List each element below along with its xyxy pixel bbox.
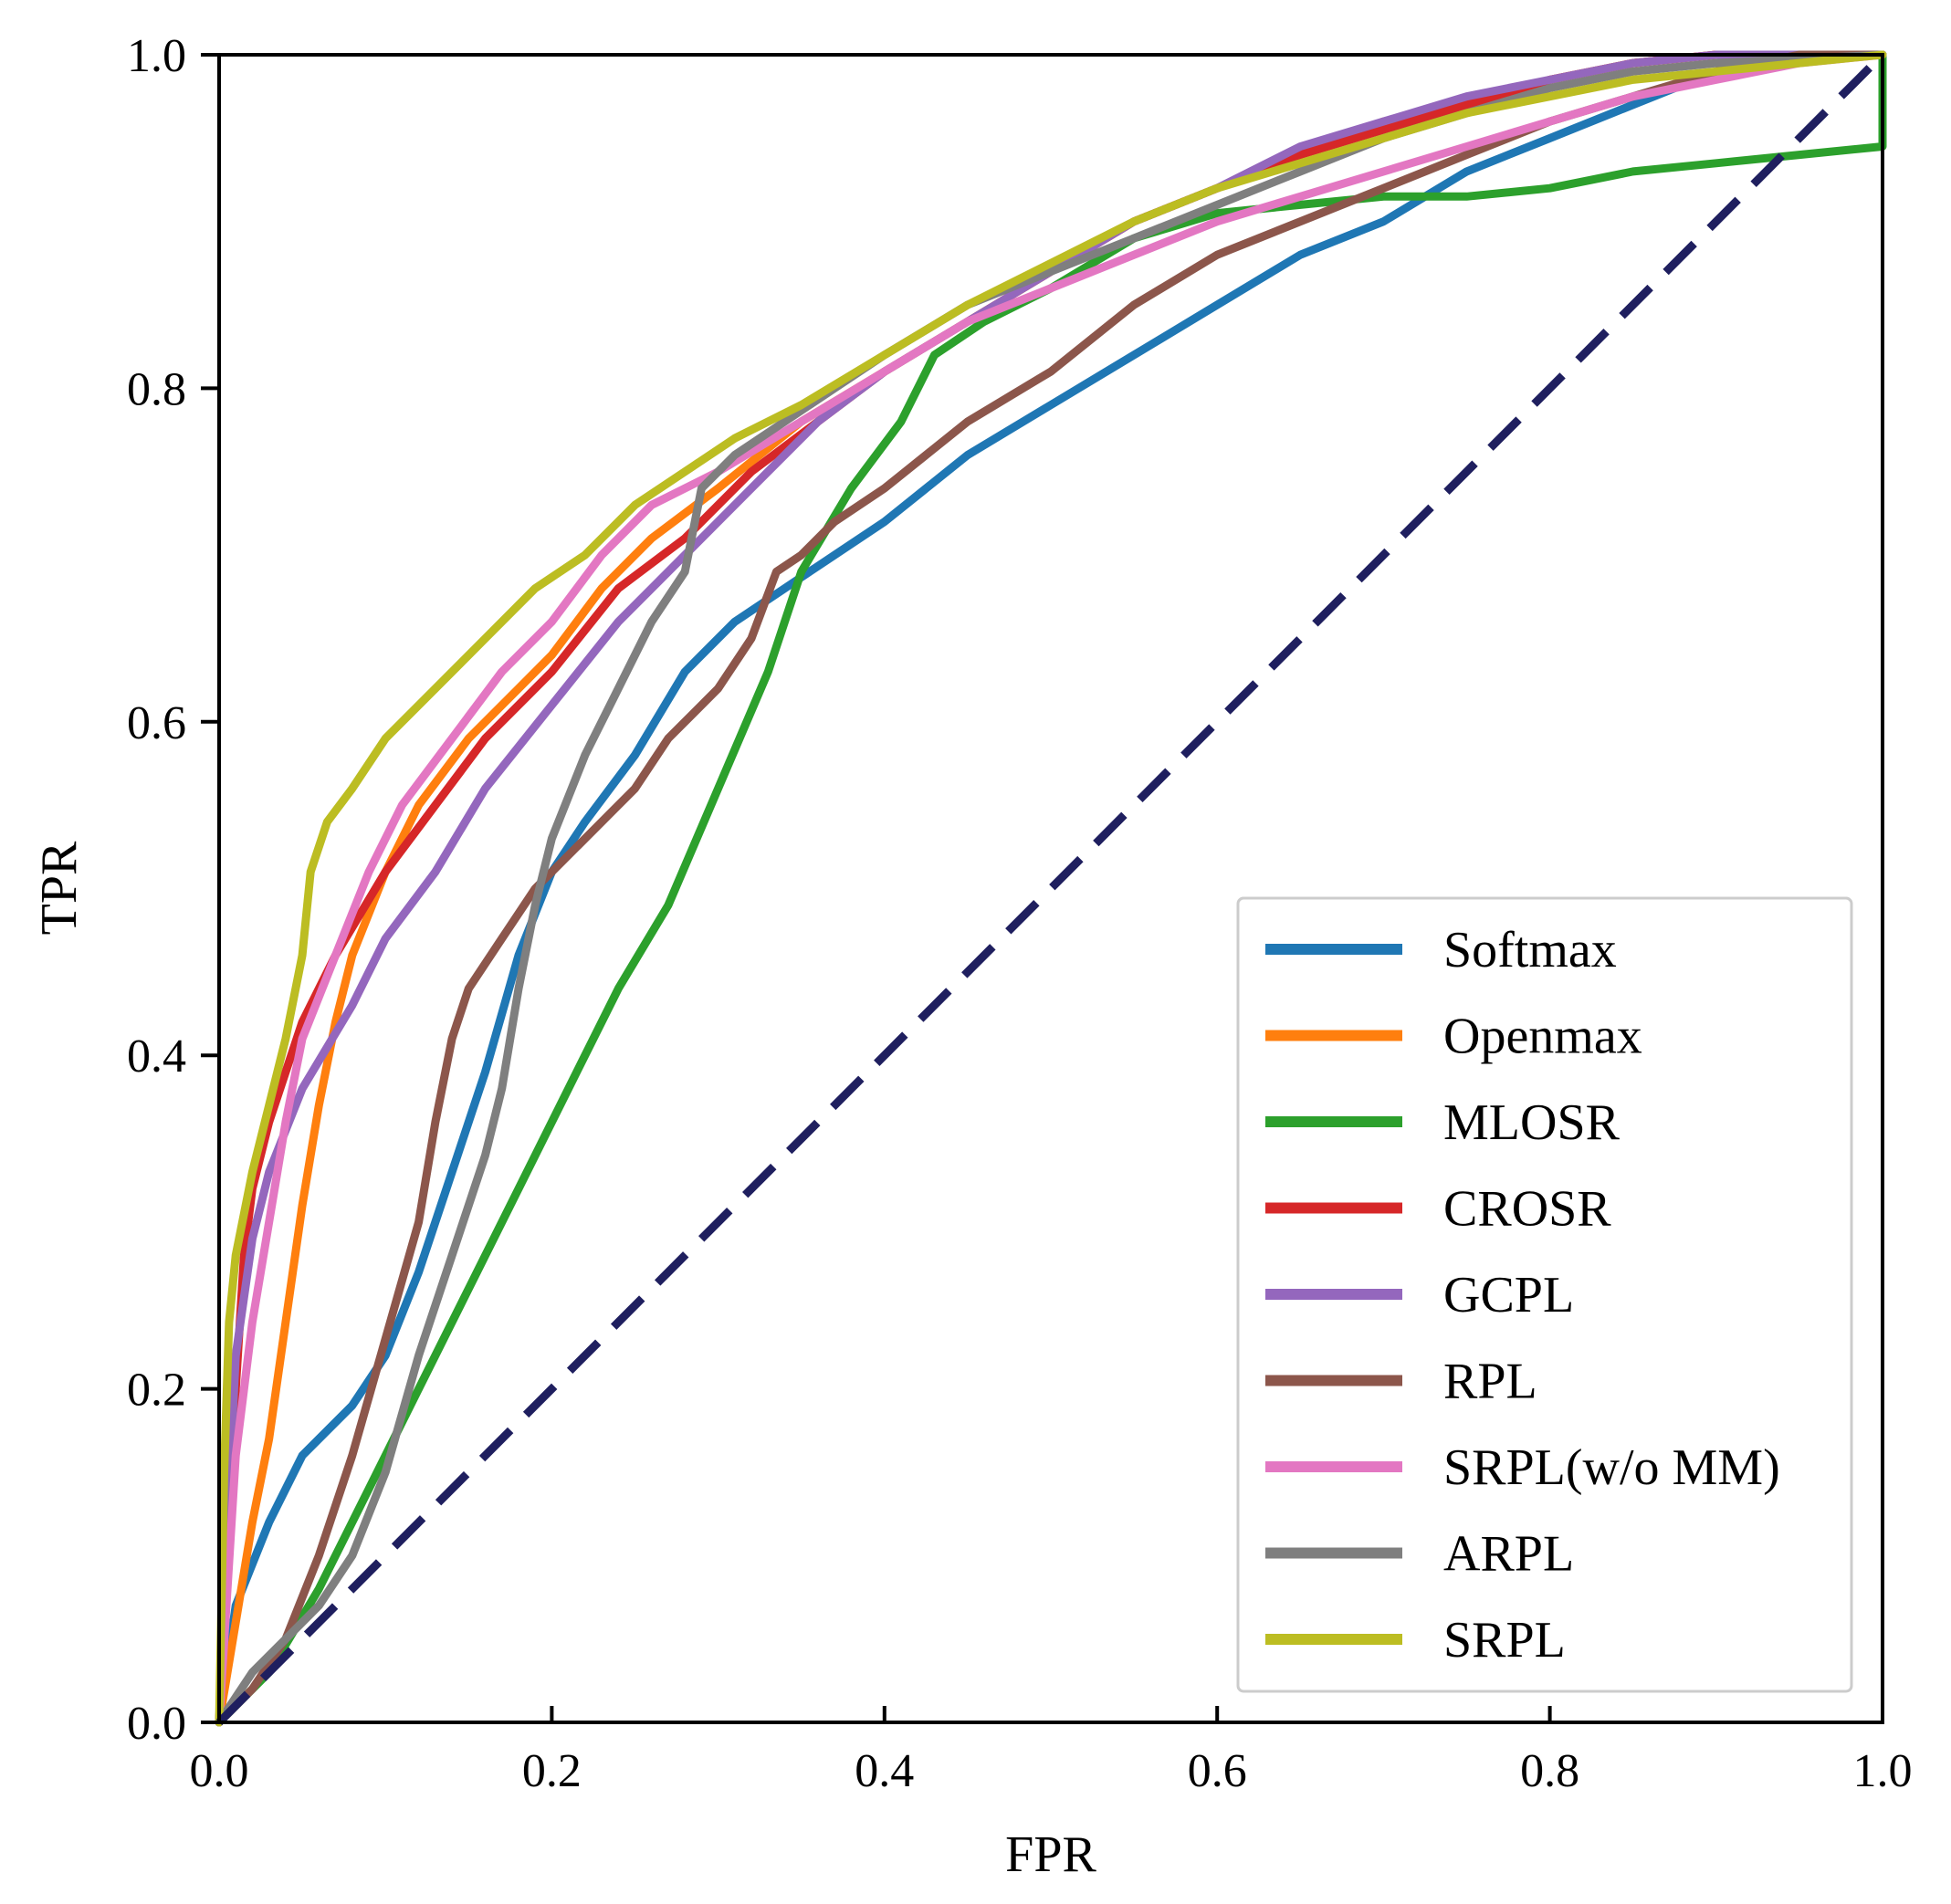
y-tick-label: 0.0 xyxy=(127,1698,186,1750)
y-tick-label: 1.0 xyxy=(127,30,186,82)
x-tick-label: 0.4 xyxy=(855,1745,914,1797)
legend-label-3: CROSR xyxy=(1443,1181,1611,1238)
series-line-5 xyxy=(215,50,1887,1727)
plot-frame xyxy=(217,53,1884,1724)
x-tick-label: 0.8 xyxy=(1520,1745,1579,1797)
x-tick-label: 0.6 xyxy=(1188,1745,1247,1797)
plot-lines xyxy=(215,50,1887,1727)
x-tick-label: 0.2 xyxy=(522,1745,582,1797)
legend-label-4: GCPL xyxy=(1443,1267,1574,1323)
legend-label-8: SRPL xyxy=(1443,1612,1566,1669)
y-tick-label: 0.4 xyxy=(127,1030,186,1083)
legend-label-1: Openmax xyxy=(1443,1009,1642,1065)
chance-diagonal-line xyxy=(215,51,1886,1726)
series-line-2 xyxy=(215,50,1887,1727)
x-axis-label: FPR xyxy=(1005,1826,1096,1883)
legend-label-7: ARPL xyxy=(1443,1526,1574,1583)
x-tick-label: 0.0 xyxy=(190,1745,249,1797)
y-tick-label: 0.6 xyxy=(127,697,186,749)
legend-label-5: RPL xyxy=(1443,1354,1537,1410)
x-tick-label: 1.0 xyxy=(1853,1745,1913,1797)
series-line-6 xyxy=(215,50,1887,1727)
x-axis-ticks: 0.0 0.2 0.4 0.6 0.8 1.0 xyxy=(190,1706,1913,1797)
y-tick-label: 0.8 xyxy=(127,363,186,415)
y-tick-label: 0.2 xyxy=(127,1365,186,1417)
y-axis-label: TPR xyxy=(31,841,88,935)
y-axis-ticks: 0.0 0.2 0.4 0.6 0.8 1.0 xyxy=(127,30,219,1750)
legend-label-6: SRPL(w/o MM) xyxy=(1443,1439,1780,1496)
legend-label-2: MLOSR xyxy=(1443,1094,1621,1151)
legend-label-0: Softmax xyxy=(1443,922,1617,978)
series-line-8 xyxy=(215,50,1887,1727)
legend: Softmax Openmax MLOSR CROSR GCPL RPL SRPL(w/o … xyxy=(1236,896,1853,1693)
legend-box xyxy=(1236,896,1853,1693)
